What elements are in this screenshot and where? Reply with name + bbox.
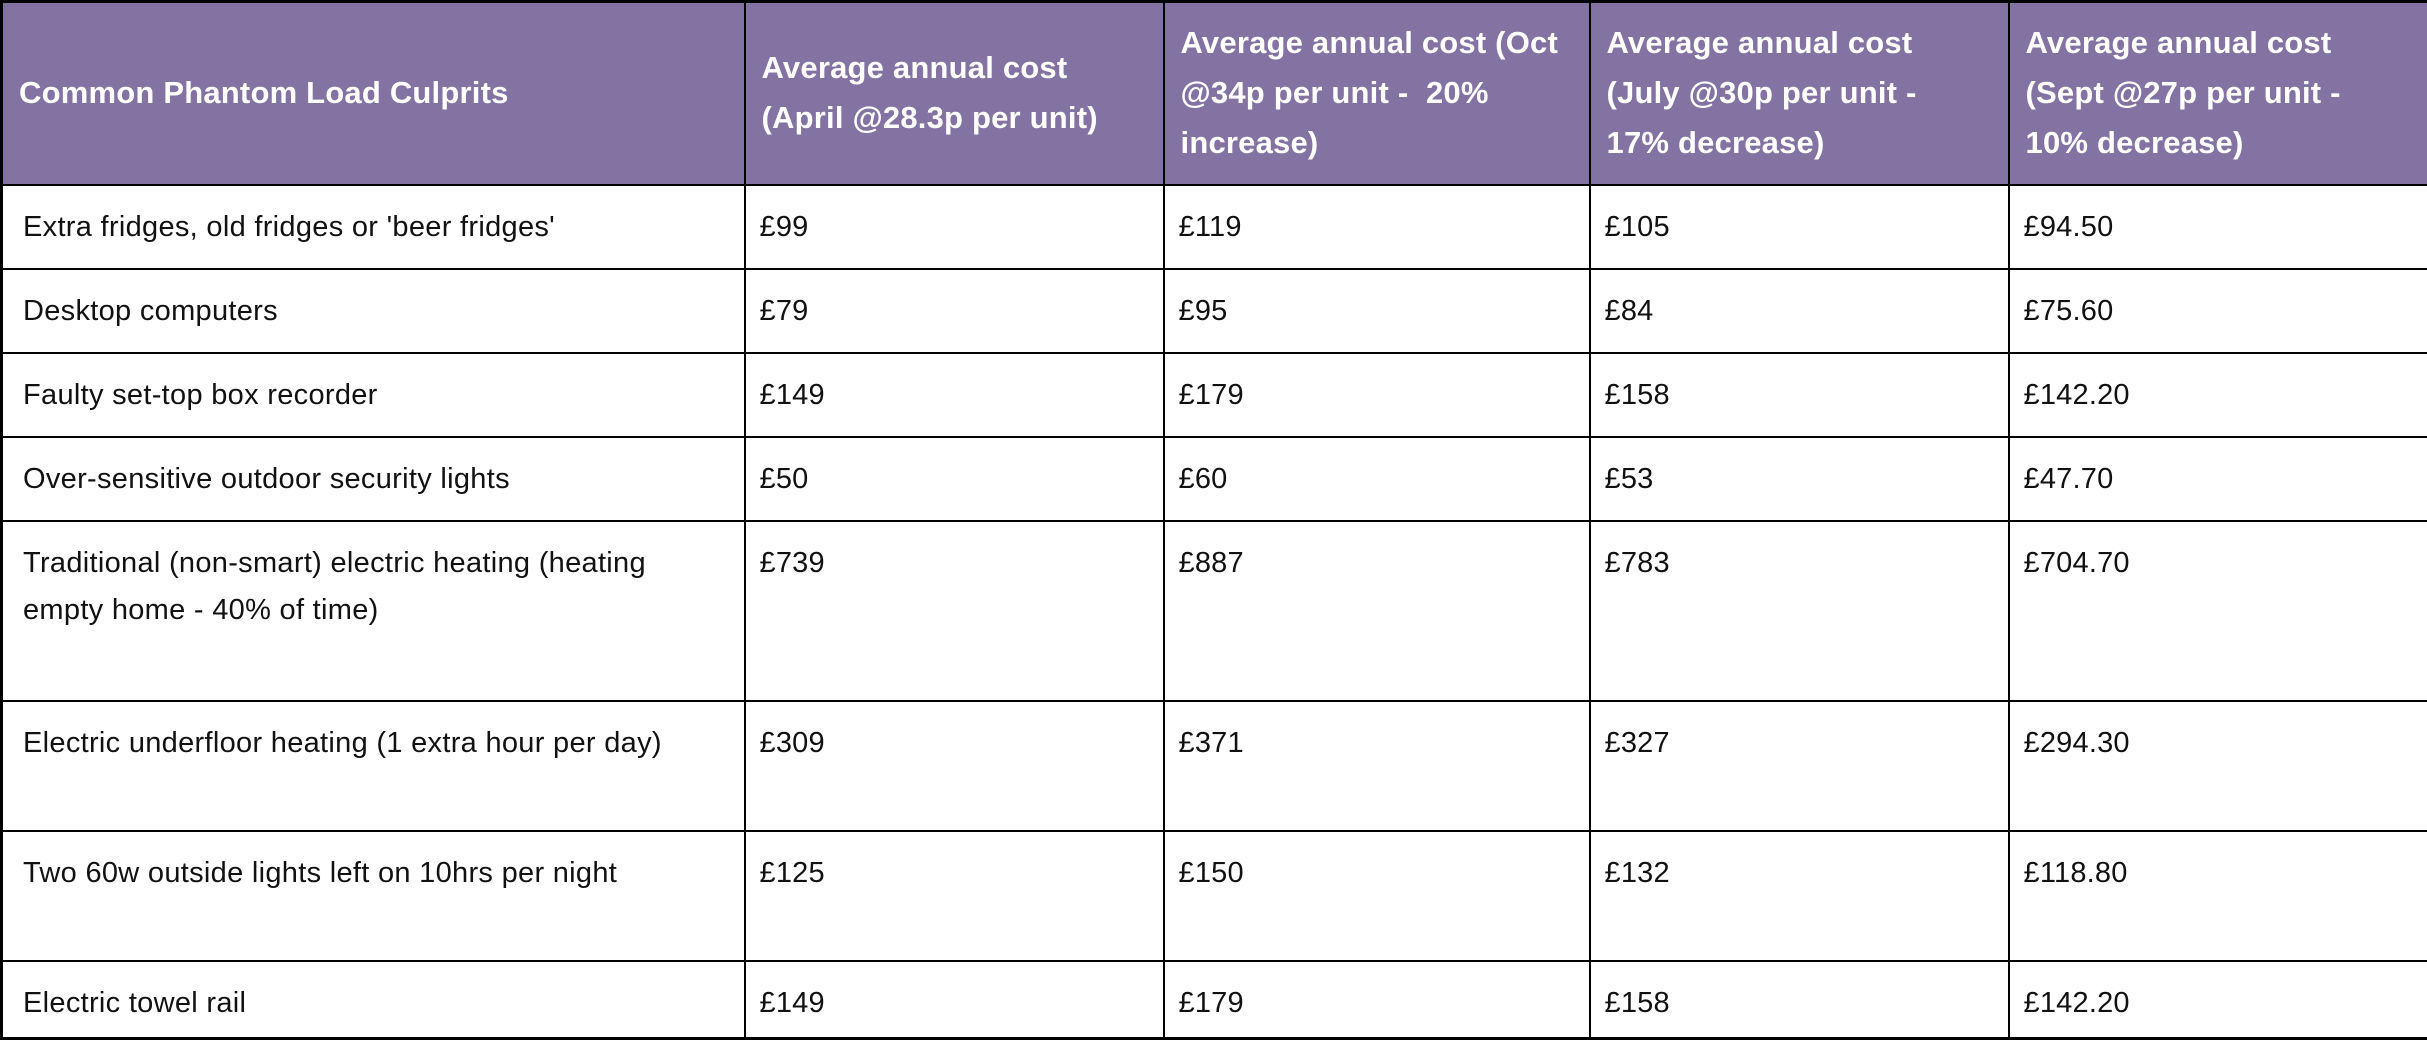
table-row: Two 60w outside lights left on 10hrs per… — [2, 831, 2427, 961]
column-header-culprits: Common Phantom Load Culprits — [2, 2, 745, 185]
culprit-label: Electric towel rail — [2, 961, 745, 1039]
cost-april: £309 — [745, 701, 1164, 831]
culprit-label: Faulty set-top box recorder — [2, 353, 745, 437]
cost-april: £739 — [745, 521, 1164, 701]
culprit-label: Extra fridges, old fridges or 'beer frid… — [2, 185, 745, 269]
cost-april: £50 — [745, 437, 1164, 521]
cost-sept: £704.70 — [2009, 521, 2427, 701]
column-header-oct-cost: Average annual cost (Oct @34p per unit -… — [1164, 2, 1590, 185]
cost-sept: £142.20 — [2009, 961, 2427, 1039]
table-row: Electric underfloor heating (1 extra hou… — [2, 701, 2427, 831]
header-row: Common Phantom Load Culprits Average ann… — [2, 2, 2427, 185]
cost-april: £79 — [745, 269, 1164, 353]
table-row: Desktop computers £79 £95 £84 £75.60 — [2, 269, 2427, 353]
cost-july: £105 — [1590, 185, 2009, 269]
cost-oct: £179 — [1164, 961, 1590, 1039]
cost-july: £53 — [1590, 437, 2009, 521]
cost-april: £125 — [745, 831, 1164, 961]
table-row: Traditional (non-smart) electric heating… — [2, 521, 2427, 701]
table-row: Electric towel rail £149 £179 £158 £142.… — [2, 961, 2427, 1039]
cost-oct: £60 — [1164, 437, 1590, 521]
cost-july: £327 — [1590, 701, 2009, 831]
culprit-label: Traditional (non-smart) electric heating… — [2, 521, 745, 701]
culprit-label: Electric underfloor heating (1 extra hou… — [2, 701, 745, 831]
cost-july: £84 — [1590, 269, 2009, 353]
cost-april: £99 — [745, 185, 1164, 269]
cost-oct: £179 — [1164, 353, 1590, 437]
table-row: Extra fridges, old fridges or 'beer frid… — [2, 185, 2427, 269]
cost-july: £132 — [1590, 831, 2009, 961]
cost-sept: £118.80 — [2009, 831, 2427, 961]
cost-sept: £142.20 — [2009, 353, 2427, 437]
cost-oct: £150 — [1164, 831, 1590, 961]
table-row: Faulty set-top box recorder £149 £179 £1… — [2, 353, 2427, 437]
culprit-label: Two 60w outside lights left on 10hrs per… — [2, 831, 745, 961]
cost-july: £158 — [1590, 353, 2009, 437]
cost-oct: £119 — [1164, 185, 1590, 269]
cost-oct: £95 — [1164, 269, 1590, 353]
cost-sept: £94.50 — [2009, 185, 2427, 269]
culprit-label: Desktop computers — [2, 269, 745, 353]
cost-oct: £371 — [1164, 701, 1590, 831]
cost-sept: £294.30 — [2009, 701, 2427, 831]
column-header-july-cost: Average annual cost (July @30p per unit … — [1590, 2, 2009, 185]
cost-july: £783 — [1590, 521, 2009, 701]
cost-sept: £75.60 — [2009, 269, 2427, 353]
column-header-april-cost: Average annual cost (April @28.3p per un… — [745, 2, 1164, 185]
table-row: Over-sensitive outdoor security lights £… — [2, 437, 2427, 521]
cost-sept: £47.70 — [2009, 437, 2427, 521]
cost-july: £158 — [1590, 961, 2009, 1039]
cost-april: £149 — [745, 961, 1164, 1039]
column-header-sept-cost: Average annual cost (Sept @27p per unit … — [2009, 2, 2427, 185]
cost-april: £149 — [745, 353, 1164, 437]
cost-oct: £887 — [1164, 521, 1590, 701]
culprit-label: Over-sensitive outdoor security lights — [2, 437, 745, 521]
